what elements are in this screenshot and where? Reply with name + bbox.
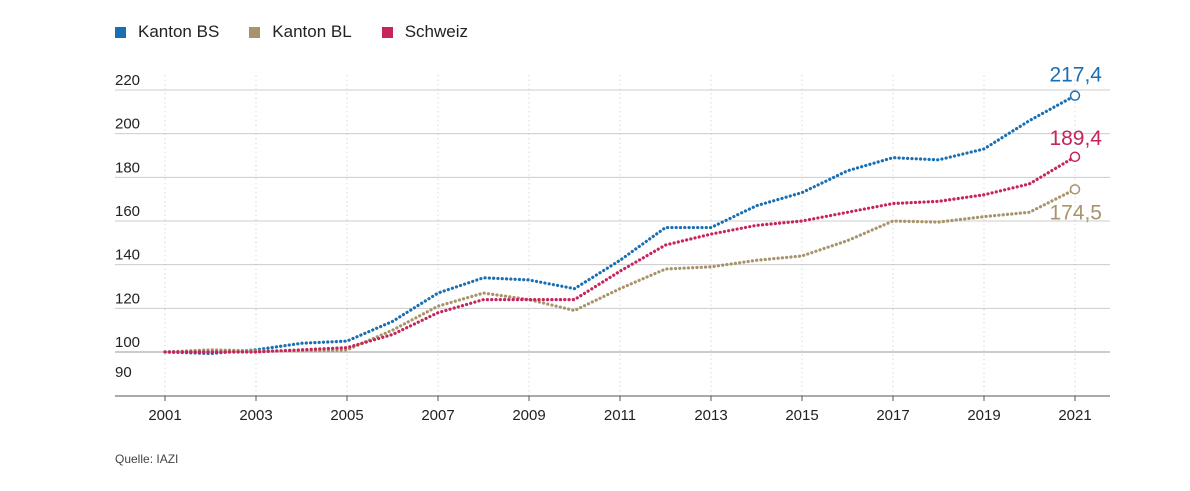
series-end-label-kanton-bl: 174,5 <box>1049 201 1102 224</box>
series-end-label-schweiz: 189,4 <box>1049 127 1102 150</box>
x-tick-label-2011: 2011 <box>604 407 636 424</box>
y-tick-label-100: 100 <box>115 334 140 351</box>
series-line-schweiz <box>163 155 1077 354</box>
y-tick-label-180: 180 <box>115 159 140 176</box>
x-tick-label-2003: 2003 <box>239 407 272 424</box>
series-endpoint-kanton-bl <box>1069 184 1081 195</box>
x-tick-label-2021: 2021 <box>1058 407 1091 424</box>
y-tick-label-120: 120 <box>115 290 140 307</box>
legend-label-schweiz: Schweiz <box>404 22 468 41</box>
legend-swatch-kanton-bs <box>115 26 126 38</box>
legend-swatch-schweiz <box>381 26 393 38</box>
x-tick-label-2013: 2013 <box>694 407 727 424</box>
x-tick-label-2005: 2005 <box>330 407 363 424</box>
x-tick-label-2015: 2015 <box>785 407 818 424</box>
source-note: Quelle: IAZI <box>115 452 179 466</box>
series-endpoint-schweiz <box>1069 151 1081 163</box>
legend-item-schweiz[interactable]: Schweiz <box>381 22 468 42</box>
x-tick-label-2019: 2019 <box>967 407 1000 424</box>
y-tick-label-160: 160 <box>115 203 140 220</box>
y-tick-label-200: 200 <box>115 116 140 133</box>
series-line-kanton-bs <box>163 94 1077 356</box>
legend-item-kanton-bl[interactable]: Kanton BL <box>249 22 352 42</box>
legend-label-kanton-bl: Kanton BL <box>272 22 352 41</box>
series-end-label-kanton-bs: 217,4 <box>1049 64 1102 87</box>
x-tick-label-2017: 2017 <box>876 407 909 424</box>
legend-swatch-kanton-bl <box>249 26 261 38</box>
x-tick-label-2009: 2009 <box>512 407 545 424</box>
x-tick-label-2007: 2007 <box>421 407 454 424</box>
y-tick-label-220: 220 <box>115 72 140 89</box>
legend-label-kanton-bs: Kanton BS <box>138 22 220 41</box>
legend-item-kanton-bs[interactable]: Kanton BS <box>115 22 219 42</box>
series-endpoint-kanton-bs <box>1069 90 1081 101</box>
x-tick-label-2001: 2001 <box>148 407 181 424</box>
series-line-kanton-bl <box>163 187 1077 354</box>
legend: Kanton BS Kanton BL Schweiz <box>115 22 468 42</box>
y-tick-label-140: 140 <box>115 247 140 264</box>
y-tick-label-90: 90 <box>115 364 132 381</box>
